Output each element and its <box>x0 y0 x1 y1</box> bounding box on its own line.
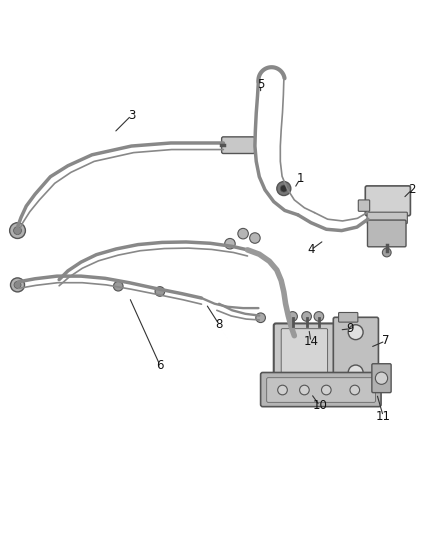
FancyBboxPatch shape <box>365 186 410 216</box>
FancyBboxPatch shape <box>261 373 381 407</box>
FancyBboxPatch shape <box>367 220 406 247</box>
Text: 3: 3 <box>128 109 135 122</box>
Circle shape <box>277 182 291 196</box>
Text: 1: 1 <box>296 172 304 185</box>
Circle shape <box>300 385 309 395</box>
Circle shape <box>11 278 25 292</box>
Circle shape <box>14 227 21 235</box>
Text: 5: 5 <box>257 78 264 91</box>
Text: 4: 4 <box>307 244 315 256</box>
Text: 7: 7 <box>381 335 389 348</box>
Text: 6: 6 <box>156 359 164 372</box>
FancyBboxPatch shape <box>367 212 407 223</box>
FancyBboxPatch shape <box>274 324 335 378</box>
Circle shape <box>14 281 21 288</box>
Circle shape <box>155 287 165 296</box>
Circle shape <box>288 312 297 321</box>
FancyBboxPatch shape <box>222 137 255 154</box>
FancyBboxPatch shape <box>358 200 370 211</box>
FancyBboxPatch shape <box>333 317 378 386</box>
Circle shape <box>256 313 265 322</box>
Circle shape <box>10 223 25 238</box>
Text: 2: 2 <box>408 183 416 196</box>
Circle shape <box>348 325 363 340</box>
Text: 14: 14 <box>304 335 318 349</box>
Circle shape <box>238 229 248 239</box>
Circle shape <box>113 281 123 291</box>
Circle shape <box>314 312 324 321</box>
Text: 11: 11 <box>376 410 391 423</box>
Circle shape <box>225 238 235 249</box>
Circle shape <box>375 372 388 384</box>
Circle shape <box>280 185 287 192</box>
Circle shape <box>350 385 360 395</box>
Circle shape <box>348 365 363 380</box>
FancyBboxPatch shape <box>267 378 375 402</box>
Text: 10: 10 <box>312 399 327 413</box>
Circle shape <box>382 248 391 257</box>
Circle shape <box>302 312 311 321</box>
FancyBboxPatch shape <box>339 312 358 322</box>
Circle shape <box>278 385 287 395</box>
Text: 9: 9 <box>346 322 354 335</box>
Circle shape <box>250 233 260 243</box>
FancyBboxPatch shape <box>372 364 391 393</box>
Text: 8: 8 <box>215 318 223 331</box>
Circle shape <box>321 385 331 395</box>
FancyBboxPatch shape <box>281 329 328 373</box>
